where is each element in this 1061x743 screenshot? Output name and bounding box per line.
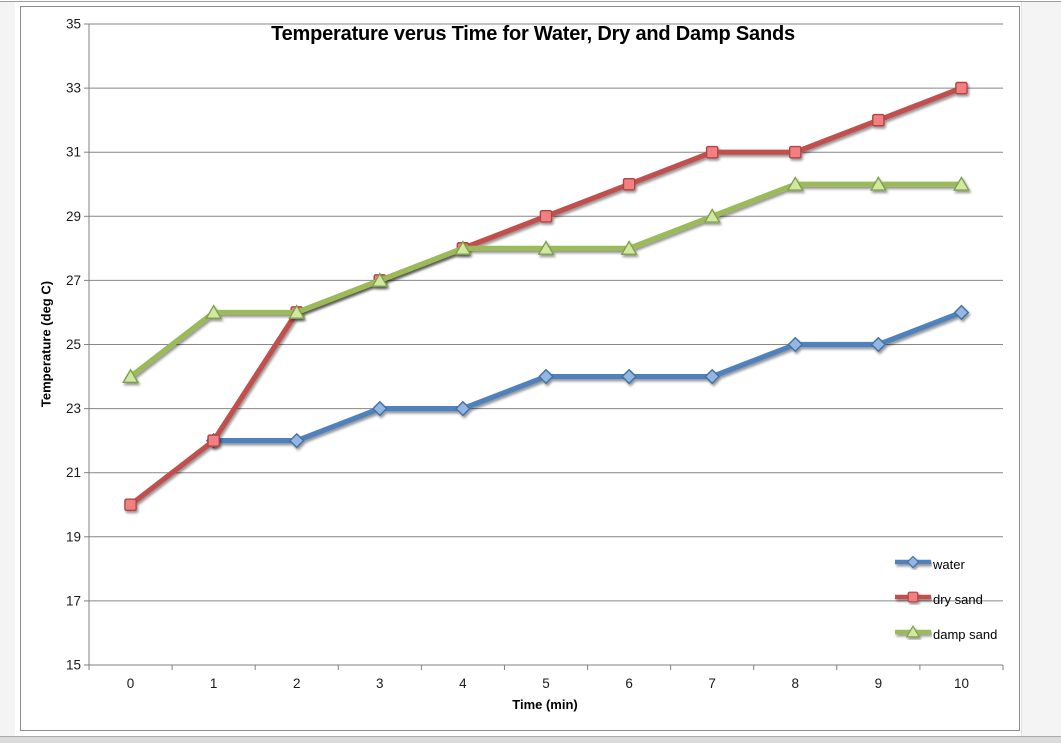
x-tick-label: 8 — [792, 676, 800, 691]
data-point-marker — [539, 209, 553, 223]
legend-label: water — [933, 557, 965, 572]
y-tick-label: 35 — [66, 17, 81, 32]
chart-area[interactable]: 15 17 19 21 23 25 27 29 31 33 35 0 1 2 3 4 5 6 7 8 9 10 Tempe… — [20, 6, 1020, 731]
worksheet-margin-left — [0, 2, 15, 737]
data-point-marker — [704, 368, 720, 385]
legend-marker-triangle-icon — [894, 624, 932, 645]
data-point-marker — [207, 434, 220, 447]
legend-item-damp-sand[interactable]: damp sand — [894, 617, 997, 652]
data-point-marker — [537, 240, 555, 255]
y-tick-label: 17 — [66, 593, 81, 608]
x-tick-label: 1 — [210, 676, 218, 691]
data-point-marker — [124, 498, 137, 512]
legend-item-dry-sand[interactable]: dry sand — [894, 582, 997, 617]
x-tick-label: 7 — [708, 676, 716, 691]
window-top-edge — [0, 1, 1061, 2]
data-point-marker — [786, 176, 804, 191]
x-tick-label: 5 — [542, 676, 550, 691]
data-point-marker — [622, 177, 636, 191]
y-tick-label: 15 — [66, 658, 81, 673]
legend: water dry sand damp sand — [894, 547, 997, 652]
data-point-marker — [703, 208, 721, 223]
x-tick-label: 10 — [954, 676, 969, 691]
y-tick-label: 21 — [66, 465, 81, 480]
y-tick-label: 31 — [66, 145, 81, 160]
data-point-marker — [454, 240, 472, 255]
y-tick-label: 25 — [66, 337, 81, 352]
data-point-marker — [288, 432, 305, 449]
data-point-marker — [621, 368, 637, 385]
y-tick-label: 27 — [66, 273, 81, 288]
legend-label: dry sand — [933, 592, 983, 607]
data-point-marker — [538, 368, 554, 385]
y-axis-title: Temperature (deg C) — [38, 280, 54, 408]
data-point-marker — [372, 400, 388, 417]
legend-item-water[interactable]: water — [894, 547, 997, 582]
data-point-marker — [620, 240, 638, 255]
data-point-marker — [288, 304, 306, 319]
y-tick-label: 29 — [66, 209, 81, 224]
data-point-marker — [455, 400, 471, 417]
y-tick-label: 23 — [66, 401, 81, 416]
data-point-marker — [870, 336, 887, 353]
series-damp-sand — [122, 176, 970, 384]
y-tick-label: 19 — [66, 529, 81, 544]
data-point-marker — [953, 304, 970, 321]
x-axis-title: Time (min) — [512, 697, 578, 712]
data-point-marker — [788, 145, 802, 159]
x-tick-label: 2 — [293, 676, 301, 691]
data-point-marker — [955, 81, 968, 95]
plot-area: 15 17 19 21 23 25 27 29 31 33 35 0 1 2 3 4 5 6 7 8 9 10 — [21, 7, 1021, 732]
legend-marker-square-icon — [894, 589, 932, 610]
chart-title: Temperature verus Time for Water, Dry an… — [271, 23, 795, 45]
worksheet-margin-right — [1021, 2, 1061, 737]
data-point-marker — [952, 176, 970, 191]
series-dry-sand — [124, 81, 968, 512]
data-point-marker — [122, 368, 140, 384]
data-point-marker — [371, 272, 389, 287]
legend-marker-diamond-icon — [894, 554, 932, 575]
x-tick-label: 0 — [127, 676, 135, 691]
data-point-marker — [872, 113, 885, 127]
y-tick-label: 33 — [66, 81, 81, 96]
series-water — [205, 304, 970, 449]
x-tick-label: 9 — [875, 676, 883, 691]
legend-label: damp sand — [933, 627, 998, 642]
data-point-marker — [787, 336, 804, 353]
data-point-marker — [869, 176, 887, 191]
x-tick-label: 4 — [459, 676, 467, 691]
data-point-marker — [705, 145, 719, 159]
worksheet-margin-bottom — [0, 736, 1061, 743]
x-tick-label: 6 — [625, 676, 633, 691]
x-tick-label: 3 — [376, 676, 384, 691]
data-point-marker — [205, 304, 223, 319]
